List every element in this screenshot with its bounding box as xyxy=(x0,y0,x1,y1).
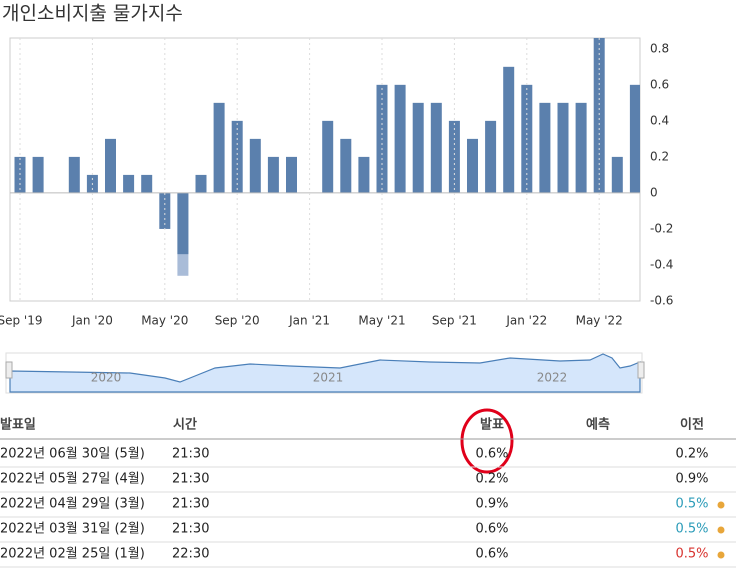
bar xyxy=(611,156,623,193)
y-tick-label: 0.4 xyxy=(650,113,669,127)
cell-date: 2022년 03월 31일 (2월) xyxy=(0,522,145,537)
bar xyxy=(394,84,406,193)
bar xyxy=(68,156,80,193)
cell-actual: 0.2% xyxy=(475,472,508,487)
bar xyxy=(286,156,297,193)
bar xyxy=(141,174,153,193)
x-tick-label: Sep '19 xyxy=(0,314,43,328)
y-tick-label: 0.8 xyxy=(650,41,669,55)
bar xyxy=(195,174,207,193)
bars xyxy=(14,38,640,276)
cell-date: 2022년 02월 25일 (1월) xyxy=(0,547,145,562)
cell-previous: 0.2% xyxy=(675,447,708,462)
bar xyxy=(249,138,261,193)
x-tick-label: Jan '21 xyxy=(288,314,330,328)
bar xyxy=(231,120,243,193)
cell-time: 22:30 xyxy=(172,547,209,562)
cell-time: 21:30 xyxy=(172,522,209,537)
revision-dot xyxy=(717,551,725,559)
x-tick-label: Sep '21 xyxy=(432,314,477,328)
table-header: 발표일 xyxy=(0,417,36,433)
cell-previous: 0.5% xyxy=(675,547,708,562)
bar xyxy=(539,102,551,193)
bar xyxy=(503,66,515,193)
y-tick-label: -0.2 xyxy=(650,221,673,235)
x-tick-label: May '21 xyxy=(358,314,405,328)
y-tick-label: 0.6 xyxy=(650,77,669,91)
y-tick-label: -0.4 xyxy=(650,257,673,271)
bar xyxy=(322,120,334,193)
bar xyxy=(340,138,352,193)
title: 개인소비지출 물가지수 xyxy=(2,3,183,25)
bar xyxy=(159,192,171,229)
cell-date: 2022년 04월 29일 (3월) xyxy=(0,497,145,512)
cell-previous: 0.5% xyxy=(675,497,708,512)
navigator-label: 2021 xyxy=(313,371,344,385)
navigator-area xyxy=(9,353,641,393)
cell-actual: 0.6% xyxy=(475,547,508,562)
x-tick-label: May '20 xyxy=(141,314,188,328)
bar xyxy=(557,102,569,193)
cell-date: 2022년 06월 30일 (5월) xyxy=(0,447,145,462)
cell-actual: 0.6% xyxy=(475,522,508,537)
bar xyxy=(467,138,478,193)
navigator-handle[interactable] xyxy=(637,361,645,379)
bar xyxy=(358,156,370,193)
bar xyxy=(430,102,442,193)
x-tick-label: Jan '20 xyxy=(71,314,113,328)
bar xyxy=(448,120,460,193)
cell-actual: 0.9% xyxy=(475,497,508,512)
navigator-handle[interactable] xyxy=(5,361,13,379)
navigator-label: 2020 xyxy=(91,371,122,385)
highlight-circle xyxy=(460,408,514,474)
bar xyxy=(123,174,135,193)
table-header: 발표 xyxy=(480,417,504,433)
cell-time: 21:30 xyxy=(172,472,209,487)
cell-time: 21:30 xyxy=(172,447,209,462)
table-header: 시간 xyxy=(173,417,197,433)
bar xyxy=(213,102,225,193)
cell-time: 21:30 xyxy=(172,497,209,512)
x-tick-label: Sep '20 xyxy=(215,314,260,328)
cell-previous: 0.5% xyxy=(675,522,708,537)
bar xyxy=(177,192,189,255)
table-header: 예측 xyxy=(586,417,610,433)
cell-actual: 0.6% xyxy=(475,447,508,462)
y-tick-label: -0.6 xyxy=(650,294,673,308)
cell-date: 2022년 05월 27일 (4월) xyxy=(0,472,145,487)
navigator-label: 2022 xyxy=(537,371,568,385)
x-tick-label: May '22 xyxy=(576,314,623,328)
revision-dot xyxy=(717,501,725,509)
revision-dot xyxy=(717,526,725,534)
bar xyxy=(267,156,279,193)
bar xyxy=(593,38,605,193)
bar xyxy=(412,102,424,193)
x-tick-label: Jan '22 xyxy=(505,314,547,328)
table-header: 이전 xyxy=(680,417,704,433)
y-tick-label: 0.2 xyxy=(650,149,669,163)
y-tick-label: 0 xyxy=(650,185,658,199)
cell-previous: 0.9% xyxy=(675,472,708,487)
bar xyxy=(32,156,44,193)
bar xyxy=(105,138,116,193)
bar xyxy=(575,102,587,193)
bar xyxy=(629,84,640,193)
bar xyxy=(485,120,497,193)
